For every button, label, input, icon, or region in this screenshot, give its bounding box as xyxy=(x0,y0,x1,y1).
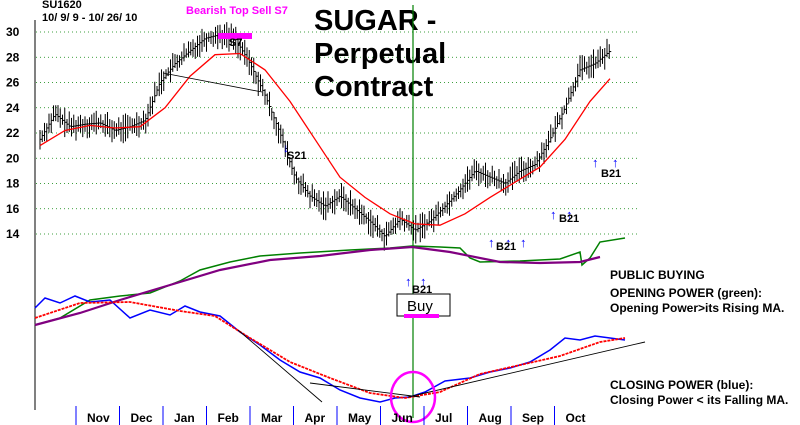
buy-arrow: ↑ xyxy=(505,235,512,250)
buy-arrow: ↑ xyxy=(488,235,495,250)
closing-power-title: CLOSING POWER (blue): xyxy=(610,378,753,392)
y-tick-label: 14 xyxy=(6,227,20,241)
y-tick-label: 20 xyxy=(6,151,20,165)
date-range: 10/ 9/ 9 - 10/ 26/ 10 xyxy=(42,12,137,24)
opening-power-ma xyxy=(34,245,601,327)
month-label: Apr xyxy=(305,411,326,425)
buy-box-label: Buy xyxy=(407,298,433,315)
public-buying-label: PUBLIC BUYING xyxy=(610,268,705,282)
closing-power-desc: Closing Power < its Falling MA. xyxy=(610,393,788,407)
sell-s21-arrow: ↓ xyxy=(283,141,289,155)
cp-trendline-1 xyxy=(237,329,323,403)
y-tick-labels: 30 28 26 24 22 20 18 16 14 xyxy=(6,25,20,241)
buy-signals-group: ↑ ↑ ↑ B21 ↑ ↑ B21 ↑ ↑ B21 ↑ ↑ B21 xyxy=(405,155,621,296)
month-label: Feb xyxy=(218,411,239,425)
opening-power-desc: Opening Power>its Rising MA. xyxy=(610,301,784,315)
buy-arrow: ↑ xyxy=(520,235,527,250)
chart-title-line-2: Perpetual xyxy=(314,38,446,70)
b21-label-4: B21 xyxy=(412,284,432,296)
month-label: Aug xyxy=(479,411,502,425)
month-label: Mar xyxy=(261,411,283,425)
y-tick-label: 22 xyxy=(6,126,20,140)
cp-trendline-3 xyxy=(407,341,646,398)
buy-underline xyxy=(404,314,439,318)
month-label: Dec xyxy=(131,411,153,425)
y-tick-label: 18 xyxy=(6,177,20,191)
price-bars xyxy=(39,22,612,251)
b21-label-2: B21 xyxy=(559,213,579,225)
buy-arrow: ↑ xyxy=(420,274,427,289)
opening-power-title: OPENING POWER (green): xyxy=(610,286,762,300)
y-tick-label: 16 xyxy=(6,202,20,216)
symbol-label: SU1620 xyxy=(42,0,82,11)
closing-power-line xyxy=(34,295,626,403)
buy-arrow: ↑ xyxy=(592,155,599,170)
closing-power-ma xyxy=(34,301,626,399)
cp-trendline-2 xyxy=(309,382,421,398)
buy-arrow: ↑ xyxy=(612,155,619,170)
b21-label-1: B21 xyxy=(496,241,516,253)
y-tick-label: 28 xyxy=(6,50,20,64)
y-tick-label: 26 xyxy=(6,76,20,90)
month-label: Oct xyxy=(566,411,586,425)
buy-arrow: ↑ xyxy=(566,207,573,222)
month-label: Jun xyxy=(392,411,413,425)
month-label: May xyxy=(348,411,372,425)
month-label: Jan xyxy=(174,411,195,425)
buy-arrow: ↑ xyxy=(550,207,557,222)
sell-s21-label: S21 xyxy=(287,150,307,162)
month-label: Sep xyxy=(522,411,544,425)
price-trendline xyxy=(162,72,263,93)
sell-highlight xyxy=(218,33,252,39)
highlight-circle xyxy=(389,370,437,424)
month-label: Jul xyxy=(435,411,452,425)
month-axis: Nov Dec Jan Feb Mar Apr May Jun Jul Aug Sep Oct xyxy=(75,406,586,425)
buy-arrow: ↑ xyxy=(405,274,412,289)
b21-label-3: B21 xyxy=(601,168,621,180)
signal-note: Bearish Top Sell S7 xyxy=(186,5,288,17)
chart-title-line-1: SUGAR - xyxy=(314,5,436,37)
sell-s7-label: S7 xyxy=(229,37,242,49)
y-tick-label: 30 xyxy=(6,25,20,39)
moving-average-line xyxy=(39,52,611,226)
y-tick-label: 24 xyxy=(6,101,20,115)
chart-title-line-3: Contract xyxy=(314,71,434,103)
month-label: Nov xyxy=(87,411,110,425)
